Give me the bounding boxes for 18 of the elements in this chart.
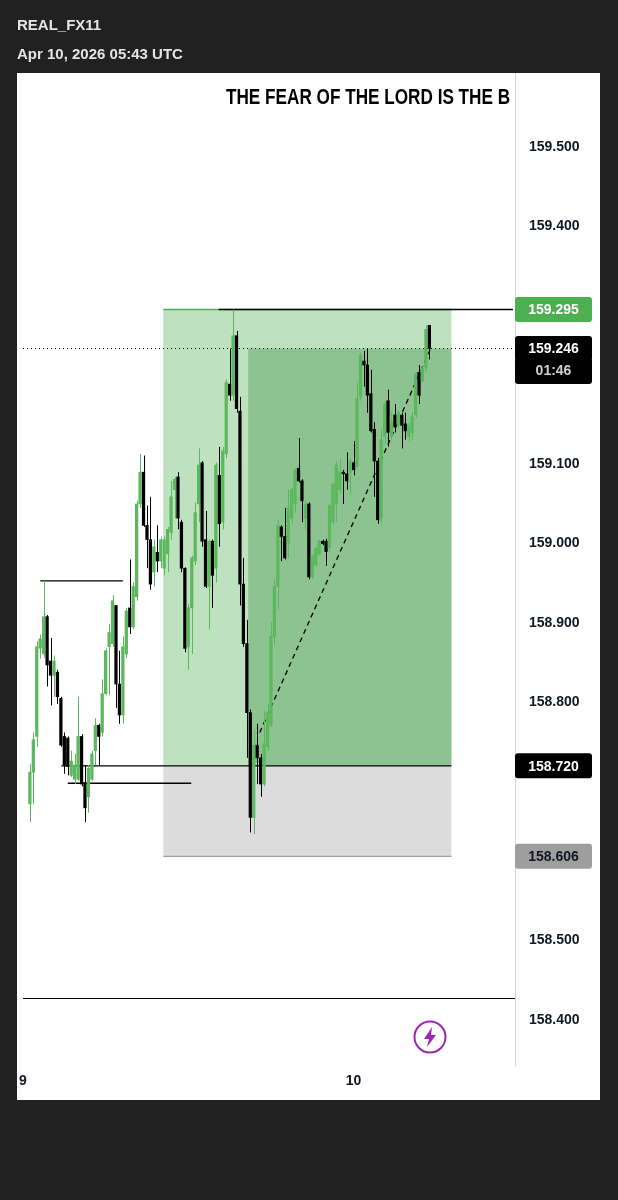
text: 159.295 [528,301,580,318]
y-tick-label: 159.500 [529,137,580,154]
text: 01:46 [535,361,572,378]
text: THE FEAR OF THE LORD IS THE B [226,84,511,110]
text: Apr 10, 2026 05:43 UTC [17,44,183,64]
ref-line-label: 159.246 [528,340,580,357]
y-tick-label: 159.400 [529,217,580,234]
y-tick-label: 158.500 [529,931,580,948]
y-tick-label: 158.800 [529,693,580,710]
y-tick-label: 158.400 [529,1010,580,1027]
y-tick-label: 159.100 [529,455,580,472]
text: 158.606 [528,848,580,865]
text: REAL_FX11 [17,15,103,35]
x-tick-label: 10 [345,1072,362,1089]
x-tick-label: 9 [19,1072,28,1089]
y-tick-label: 159.000 [529,534,580,551]
y-tick-label: 158.900 [529,613,580,630]
text: 158.720 [528,757,580,774]
